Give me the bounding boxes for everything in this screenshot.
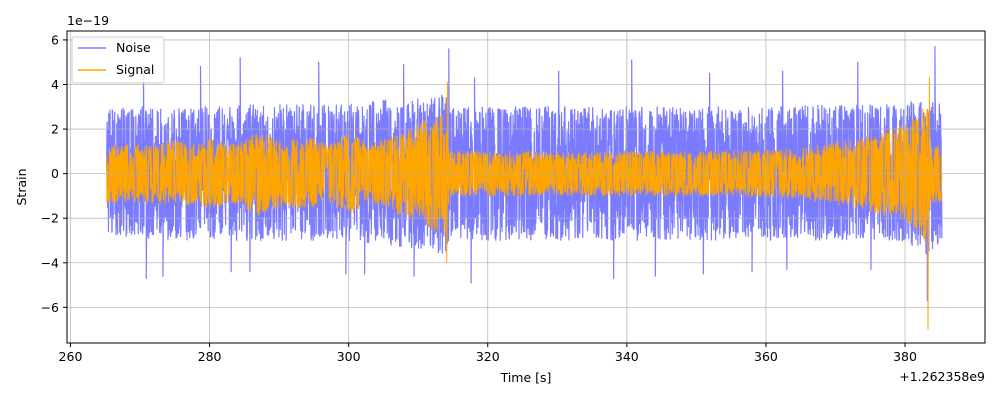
x-tick-label: 340 <box>615 349 639 364</box>
y-tick-label: −4 <box>41 255 59 270</box>
x-tick-label: 320 <box>476 349 500 364</box>
y-tick-label: −6 <box>41 300 59 315</box>
legend-label-noise: Noise <box>116 40 151 55</box>
y-tick-label: 6 <box>51 32 59 47</box>
plot-frame <box>66 30 986 344</box>
x-tick-label: 300 <box>337 349 361 364</box>
x-offset-label: +1.262358e9 <box>899 369 985 384</box>
y-tick-label: 2 <box>51 122 59 137</box>
y-axis-label: Strain <box>14 168 29 205</box>
y-tick-label: 4 <box>51 77 59 92</box>
y-scale-label: 1e−19 <box>67 13 109 28</box>
legend-label-signal: Signal <box>116 62 154 77</box>
x-tick-label: 280 <box>198 349 222 364</box>
series-line-noise <box>106 46 943 302</box>
x-tick-label: 380 <box>893 349 917 364</box>
legend: Noise Signal <box>71 36 165 84</box>
series-line-signal <box>106 77 943 331</box>
axis-ticks: 260 280 300 320 340 360 380 −6 −4 −2 0 2 4 6 <box>41 32 917 364</box>
x-axis-label: Time [s] <box>500 370 552 385</box>
y-tick-label: −2 <box>41 211 59 226</box>
x-tick-label: 260 <box>59 349 83 364</box>
grid <box>67 31 985 343</box>
x-tick-label: 360 <box>754 349 778 364</box>
data-layer <box>106 46 943 331</box>
y-tick-label: 0 <box>51 166 59 181</box>
